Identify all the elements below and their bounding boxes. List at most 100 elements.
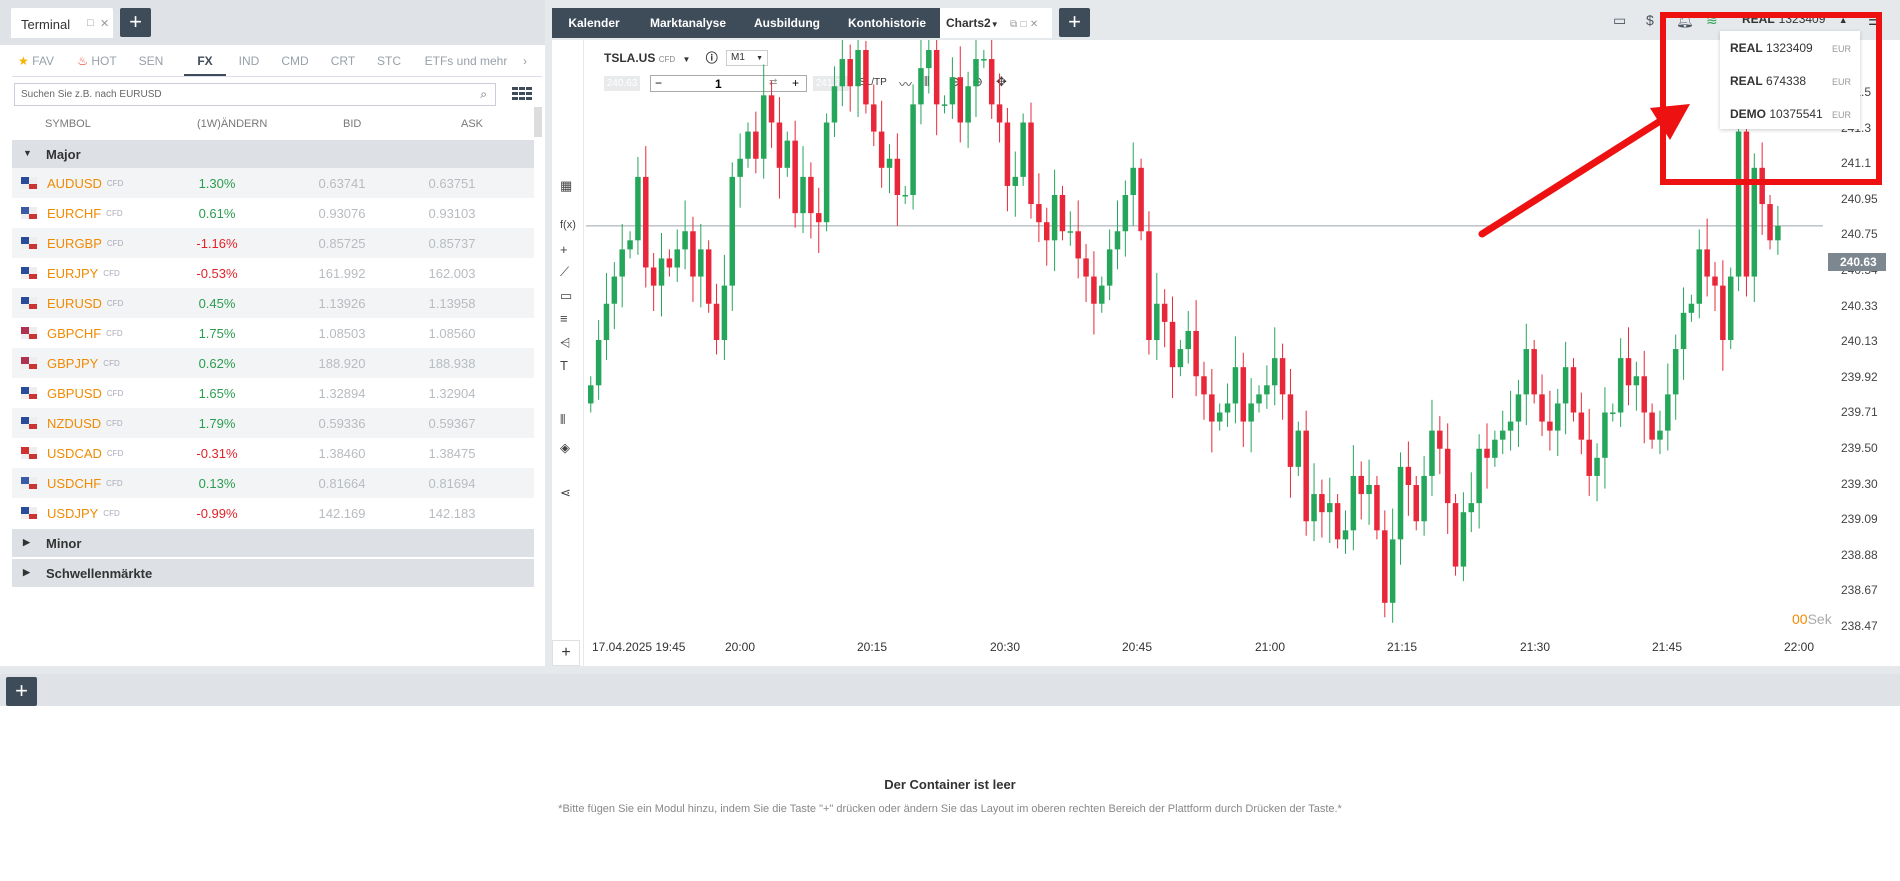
ask-value[interactable]: 1.13958 [428,296,476,311]
tab-fx[interactable]: FX [184,45,226,76]
tab-stc[interactable]: STC [377,54,401,68]
table-row[interactable]: EURJPY CFD -0.53% 161.992 162.003 [12,258,534,288]
col-symbol[interactable]: SYMBOL [45,118,91,130]
table-row[interactable]: AUDUSD CFD 1.30% 0.63741 0.63751 [12,168,534,198]
search-input[interactable]: Suchen Sie z.B. nach EURUSD ⌕ [14,83,496,106]
popout-icon[interactable]: ⧉ [1009,19,1018,30]
channel-icon[interactable]: ⩤ [560,335,571,350]
sltp-button[interactable]: SL/TP [859,77,887,88]
table-row[interactable]: GBPUSD CFD 1.65% 1.32894 1.32904 [12,378,534,408]
table-row[interactable]: EURUSD CFD 0.45% 1.13926 1.13958 [12,288,534,318]
table-row[interactable]: EURGBP CFD -1.16% 0.85725 0.85737 [12,228,534,258]
currency-icon[interactable]: $ [1646,12,1654,28]
account-option[interactable]: REAL 674338 EUR [1730,74,1855,88]
info-icon[interactable]: ⓘ [705,51,718,65]
ask-value[interactable]: 0.93103 [428,206,476,221]
close-icon[interactable]: ✕ [100,18,110,30]
candlestick-chart[interactable] [586,40,1823,640]
line-chart-icon[interactable]: 〰 [899,77,913,92]
ask-value[interactable]: 162.003 [428,266,476,281]
add-container-button[interactable]: + [6,677,37,706]
ask-value[interactable]: 0.63751 [428,176,476,191]
fibonacci-icon[interactable]: ≡ [560,311,568,326]
account-option[interactable]: DEMO 10375541 EUR [1730,107,1855,121]
account-option[interactable]: REAL 1323409 EUR [1730,41,1855,55]
rectangle-icon[interactable]: ▭ [560,288,573,303]
bid-value[interactable]: 0.63741 [318,176,366,191]
crosshair-icon[interactable]: + [560,242,568,257]
tab-fav[interactable]: ★ FAV [12,45,60,76]
table-row[interactable]: USDCHF CFD 0.13% 0.81664 0.81694 [12,468,534,498]
tab-ausbildung[interactable]: Ausbildung [740,8,834,38]
bid-value[interactable]: 0.81664 [318,476,366,491]
tab-marktanalyse[interactable]: Marktanalyse [636,8,740,38]
add-indicator-button[interactable]: + [552,640,580,666]
table-row[interactable]: NZDUSD CFD 1.79% 0.59336 0.59367 [12,408,534,438]
plus-icon[interactable]: + [792,76,800,90]
tab-kalender[interactable]: Kalender [552,8,636,38]
group-major[interactable]: ▼ Major [12,140,534,168]
bid-value[interactable]: 1.38460 [318,446,366,461]
line-tool-icon[interactable]: ⟋ [560,264,570,279]
bid-value[interactable]: 0.85725 [318,236,366,251]
bid-value[interactable]: 0.93076 [318,206,366,221]
bid-value[interactable]: 1.13926 [318,296,366,311]
ask-value[interactable]: 1.32904 [428,386,476,401]
layers-icon[interactable]: ◈ [560,440,570,455]
tab-hot[interactable]: ♨ HOT [74,45,120,76]
table-row[interactable]: USDCAD CFD -0.31% 1.38460 1.38475 [12,438,534,468]
table-row[interactable]: EURCHF CFD 0.61% 0.93076 0.93103 [12,198,534,228]
maximize-icon[interactable]: □ [87,17,94,29]
tab-cmd[interactable]: CMD [281,54,309,68]
ask-value[interactable]: 1.08560 [428,326,476,341]
chart-symbol[interactable]: TSLA.US CFD ▼ ⓘ [604,49,718,66]
bid-value[interactable]: 142.169 [318,506,366,521]
tab-charts2[interactable]: Charts2▼ ⧉ □ ✕ [940,8,1052,38]
tab-terminal[interactable]: Terminal □ ✕ [11,8,113,38]
tab-crt[interactable]: CRT [330,54,356,68]
share-icon[interactable]: ⋖ [560,485,571,500]
move-icon[interactable]: ✥ [996,74,1007,89]
bid-value[interactable]: 1.08503 [318,326,366,341]
function-icon[interactable]: f(x) [560,219,576,231]
add-module-button[interactable]: + [120,8,151,37]
col-bid[interactable]: BID [343,118,362,130]
text-icon[interactable]: T [560,358,568,373]
col-change[interactable]: (1W)ÄNDERN [197,118,268,130]
tab-sen[interactable]: SEN [138,54,164,68]
table-row[interactable]: GBPJPY CFD 0.62% 188.920 188.938 [12,348,534,378]
timeframe-select[interactable]: M1 ▼ [726,50,768,66]
candles-icon[interactable]: ⫴ [924,74,930,89]
tab-kontohistorie[interactable]: Kontohistorie [834,8,940,38]
add-tab-button[interactable]: + [1059,8,1090,37]
scrollbar[interactable] [534,107,542,137]
layout-icon[interactable]: ▭ [1613,12,1627,28]
bid-value[interactable]: 0.59336 [318,416,366,431]
group-minor[interactable]: ▶ Minor [12,529,534,557]
grid-view-icon[interactable] [512,86,532,102]
table-row[interactable]: USDJPY CFD -0.99% 142.169 142.183 [12,498,534,528]
swap-icon[interactable]: ⇄ [769,77,778,88]
ask-value[interactable]: 0.85737 [428,236,476,251]
bid-value[interactable]: 161.992 [318,266,366,281]
table-row[interactable]: GBPCHF CFD 1.75% 1.08503 1.08560 [12,318,534,348]
tab-ind[interactable]: IND [238,54,260,68]
search-icon[interactable]: ⌕ [480,87,487,101]
quantity-stepper[interactable]: − 1 ⇄ + [650,75,807,92]
ask-value[interactable]: 0.81694 [428,476,476,491]
ask-value[interactable]: 1.38475 [428,446,476,461]
ask-value[interactable]: 0.59367 [428,416,476,431]
ask-value[interactable]: 188.938 [428,356,476,371]
group-emerging[interactable]: ▶ Schwellenmärkte [12,559,534,587]
maximize-icon[interactable]: □ [1020,19,1027,30]
bid-value[interactable]: 188.920 [318,356,366,371]
scroll-right-icon[interactable]: › [523,54,527,68]
bid-value[interactable]: 1.32894 [318,386,366,401]
minus-icon[interactable]: − [655,76,663,90]
grid-icon[interactable]: ▦ [560,178,573,193]
ask-value[interactable]: 142.183 [428,506,476,521]
sell-price[interactable]: 240.63 [604,76,640,91]
col-ask[interactable]: ASK [461,118,484,130]
candles-icon[interactable]: ⫴ [560,412,566,427]
tab-etfs[interactable]: ETFs und mehr [424,54,508,68]
